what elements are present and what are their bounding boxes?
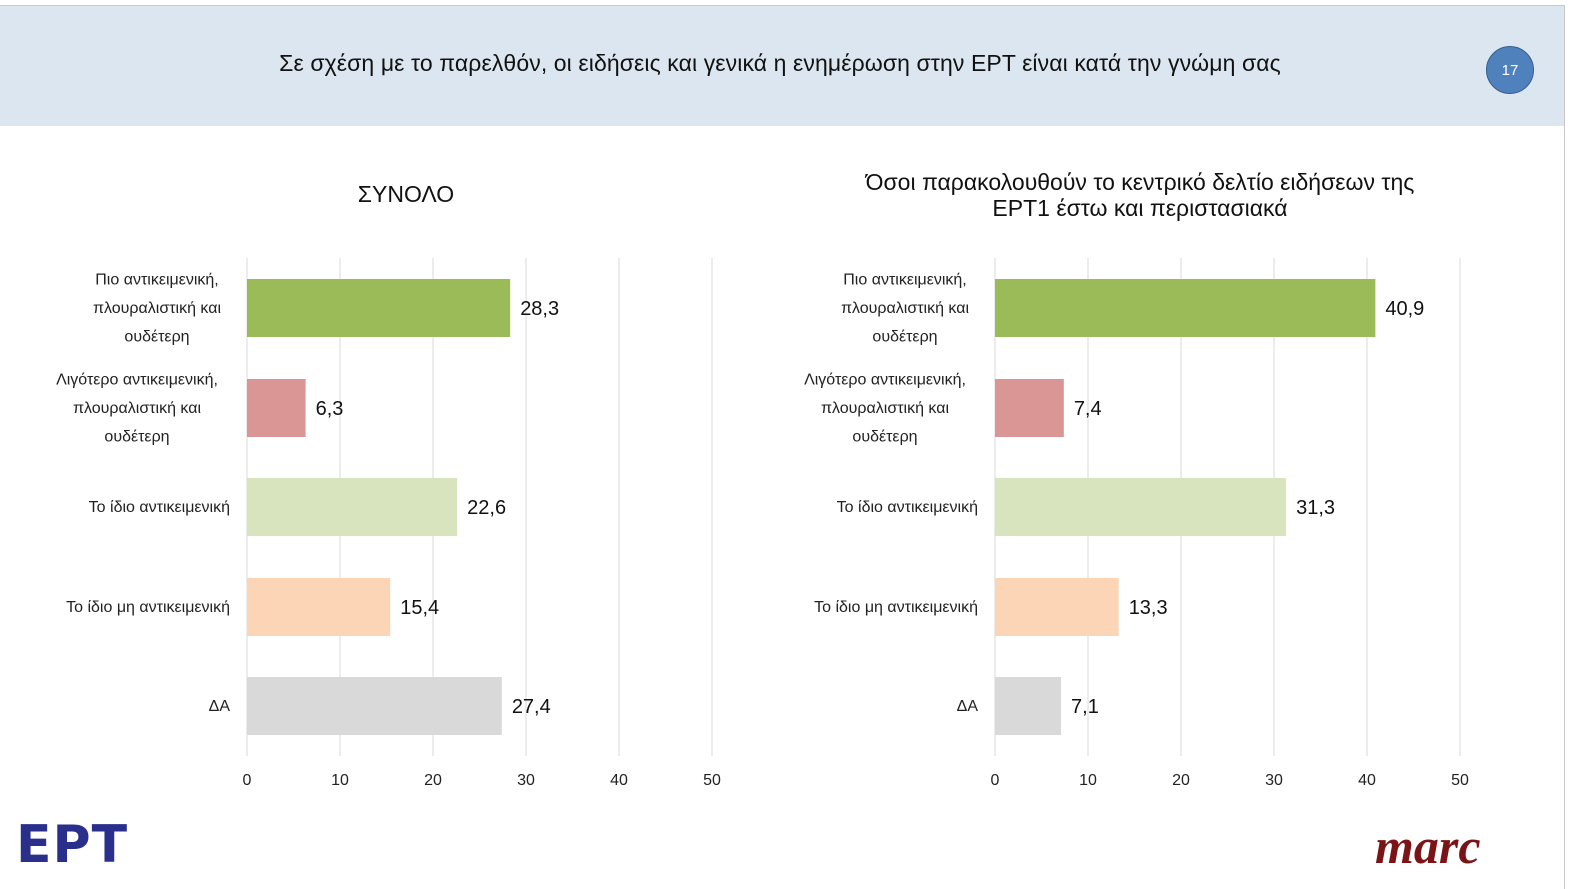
- page-number-badge: 17: [1486, 46, 1534, 94]
- x-tick-label: 30: [517, 772, 535, 789]
- value-label: 7,1: [1071, 696, 1099, 718]
- chart-title-line: ΕΡΤ1 έστω και περιστασιακά: [992, 195, 1288, 221]
- slide-border: [1564, 5, 1565, 889]
- category-label: Λιγότερο αντικειμενική, πλουραλιστική και…: [804, 372, 966, 446]
- x-tick-label: 40: [610, 772, 628, 789]
- bar-viewers-1: [995, 379, 1064, 437]
- category-label-line: Λιγότερο αντικειμενική,: [804, 372, 966, 389]
- x-tick-label: 20: [1172, 772, 1190, 789]
- category-label: ΔΑ: [957, 698, 979, 715]
- value-label: 31,3: [1296, 497, 1335, 519]
- category-label-line: ουδέτερη: [104, 429, 169, 446]
- value-label: 27,4: [512, 696, 551, 718]
- category-label-line: Πιο αντικειμενική,: [843, 272, 967, 289]
- x-tick-label: 50: [703, 772, 721, 789]
- category-label-line: Λιγότερο αντικειμενική,: [56, 372, 218, 389]
- slide-header: Σε σχέση με το παρελθόν, οι ειδήσεις και…: [0, 5, 1564, 126]
- value-label: 13,3: [1129, 597, 1168, 619]
- category-label: Λιγότερο αντικειμενική, πλουραλιστική και…: [56, 372, 218, 446]
- category-label-line: ουδέτερη: [852, 429, 917, 446]
- category-label: Το ίδιο μη αντικειμενική: [66, 599, 230, 616]
- category-label: Το ίδιο μη αντικειμενική: [814, 599, 978, 616]
- bar-total-4: [247, 677, 502, 735]
- chart-title-line: Όσοι παρακολουθούν το κεντρικό δελτίο ει…: [865, 169, 1415, 195]
- marc-logo: marc: [1375, 818, 1481, 874]
- value-label: 28,3: [520, 298, 559, 320]
- category-label: ΔΑ: [209, 698, 231, 715]
- x-tick-label: 20: [424, 772, 442, 789]
- bar-viewers-2: [995, 478, 1287, 536]
- chart-title-total: ΣΥΝΟΛΟ: [206, 181, 606, 207]
- chart-title-line: ΣΥΝΟΛΟ: [357, 181, 455, 207]
- category-label-line: πλουραλιστική και: [841, 300, 970, 317]
- slide-title: Σε σχέση με το παρελθόν, οι ειδήσεις και…: [279, 50, 1281, 76]
- category-label-line: πλουραλιστική και: [821, 400, 950, 417]
- value-label: 6,3: [316, 398, 344, 420]
- bar-viewers-4: [995, 677, 1062, 735]
- value-label: 7,4: [1074, 398, 1102, 420]
- category-label-line: Πιο αντικειμενική,: [95, 272, 219, 289]
- x-tick-label: 0: [991, 772, 1000, 789]
- value-label: 40,9: [1385, 298, 1424, 320]
- category-label: Πιο αντικειμενική, πλουραλιστική και ουδέτ…: [841, 272, 970, 346]
- value-label: 22,6: [467, 497, 506, 519]
- category-label-line: ουδέτερη: [872, 329, 937, 346]
- chart-title-viewers: Όσοι παρακολουθούν το κεντρικό δελτίο ει…: [790, 169, 1490, 221]
- bar-total-3: [247, 578, 391, 636]
- category-label-line: πλουραλιστική και: [73, 400, 202, 417]
- x-tick-label: 0: [243, 772, 252, 789]
- x-tick-label: 10: [331, 772, 349, 789]
- category-label: Το ίδιο αντικειμενική: [837, 499, 978, 516]
- x-tick-label: 50: [1451, 772, 1469, 789]
- category-label: Πιο αντικειμενική, πλουραλιστική και ουδέτ…: [93, 272, 222, 346]
- ert-logo: ΕΡΤ: [16, 815, 129, 875]
- x-tick-label: 10: [1079, 772, 1097, 789]
- bar-viewers-3: [995, 578, 1119, 636]
- value-label: 15,4: [400, 597, 439, 619]
- category-label-line: πλουραλιστική και: [93, 300, 222, 317]
- category-label-line: ουδέτερη: [124, 329, 189, 346]
- category-label: Το ίδιο αντικειμενική: [89, 499, 230, 516]
- bar-total-2: [247, 478, 458, 536]
- bar-viewers-0: [995, 279, 1376, 337]
- bar-total-1: [247, 379, 306, 437]
- x-tick-label: 30: [1265, 772, 1283, 789]
- x-tick-label: 40: [1358, 772, 1376, 789]
- bar-total-0: [247, 279, 511, 337]
